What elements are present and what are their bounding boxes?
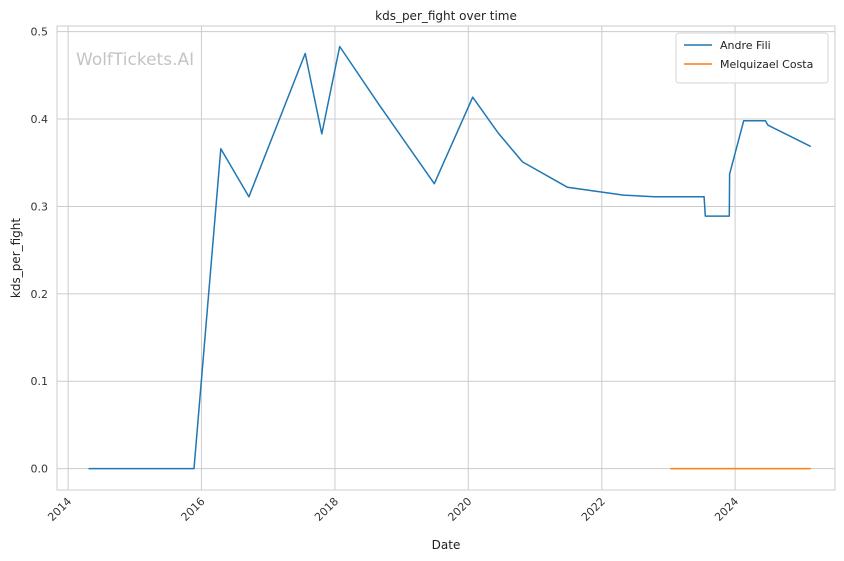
grid — [57, 26, 835, 490]
plot-area-frame — [56, 25, 836, 491]
y-tick-label: 0.0 — [31, 463, 49, 476]
legend: Andre Fili Melquizael Costa — [675, 32, 829, 84]
legend-label-1: Andre Fili — [720, 39, 771, 52]
chart-title: kds_per_fight over time — [375, 9, 517, 23]
y-tick-label: 0.4 — [31, 113, 49, 126]
legend-box — [675, 32, 829, 84]
x-axis-label: Date — [432, 538, 461, 552]
y-axis-label: kds_per_fight — [9, 218, 23, 299]
watermark-text: WolfTickets.AI — [76, 50, 194, 70]
legend-label-2: Melquizael Costa — [720, 58, 813, 71]
y-tick-label: 0.1 — [31, 375, 49, 388]
y-tick-label: 0.2 — [31, 288, 49, 301]
y-axis-ticks: 0.0 0.1 0.2 0.3 0.4 0.5 — [31, 26, 49, 476]
y-tick-label: 0.5 — [31, 26, 49, 39]
y-tick-label: 0.3 — [31, 200, 49, 213]
series-layer — [88, 45, 811, 470]
series-line-1 — [88, 45, 811, 470]
